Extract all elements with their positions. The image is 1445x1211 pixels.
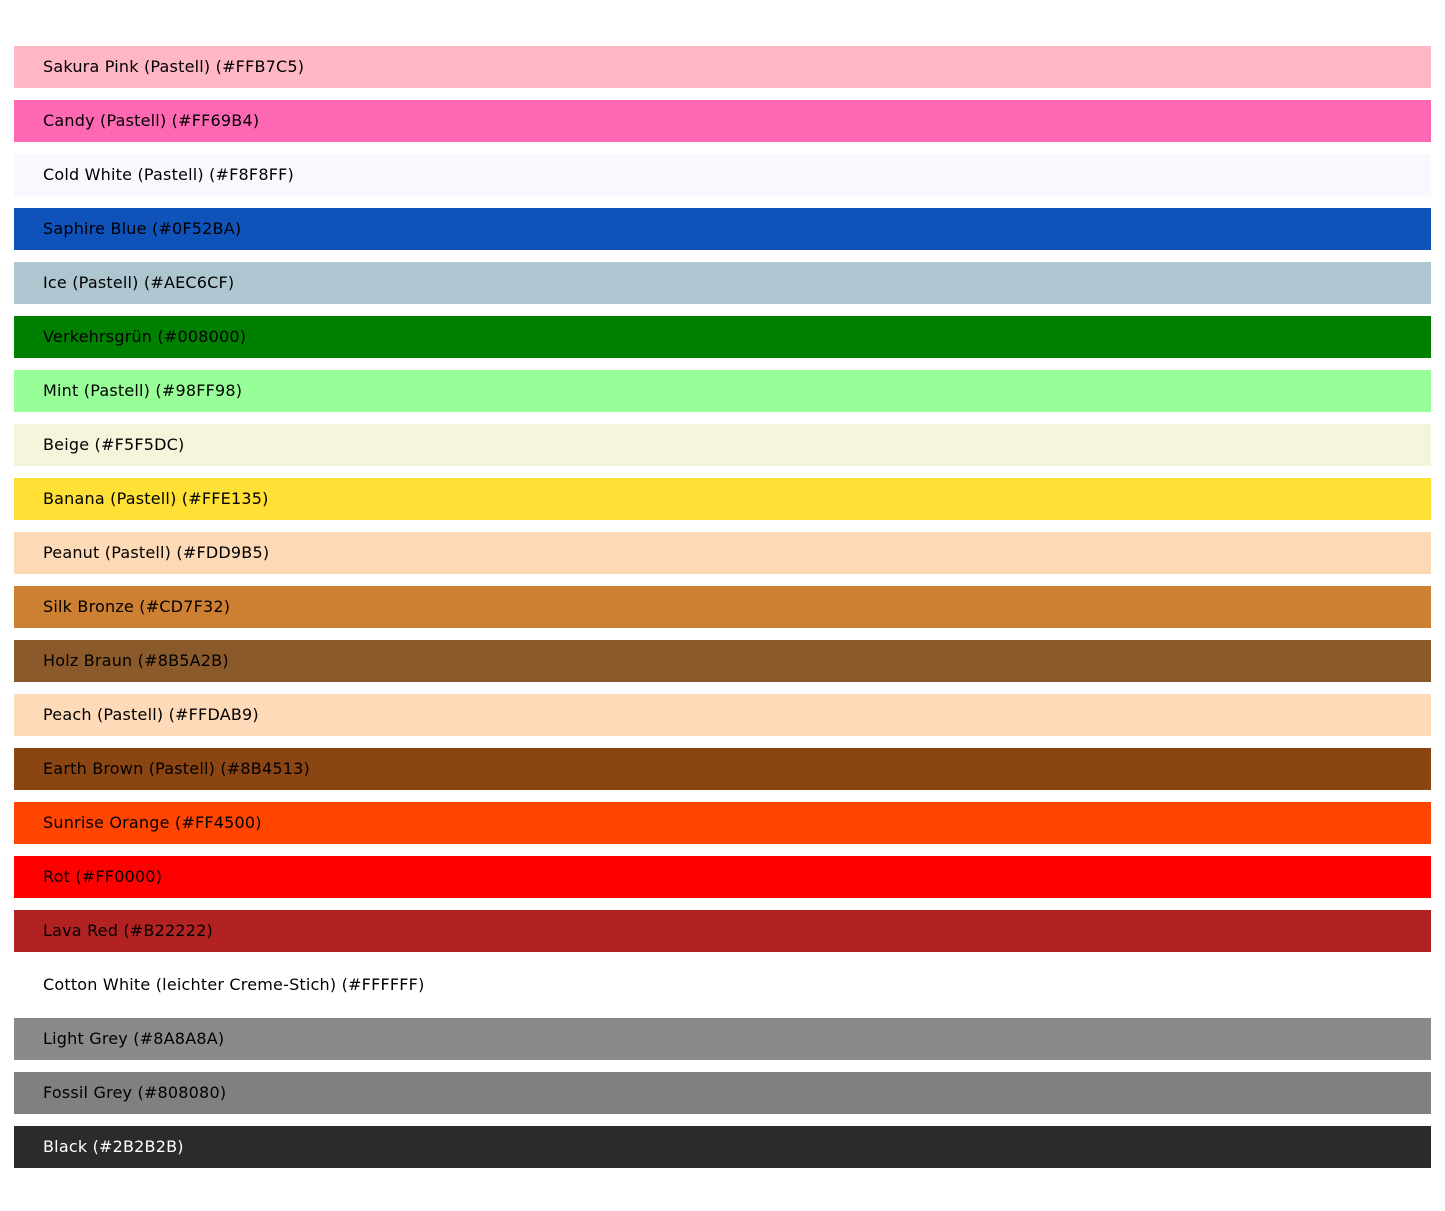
color-swatch-label: Holz Braun (#8B5A2B) (43, 651, 229, 670)
color-swatch-row: Ice (Pastell) (#AEC6CF) (14, 262, 1431, 304)
color-swatch-label: Lava Red (#B22222) (43, 921, 213, 940)
color-swatch-row: Mint (Pastell) (#98FF98) (14, 370, 1431, 412)
color-swatch-row: Cold White (Pastell) (#F8F8FF) (14, 154, 1431, 196)
color-swatch-label: Sakura Pink (Pastell) (#FFB7C5) (43, 57, 305, 76)
color-swatch-row: Fossil Grey (#808080) (14, 1072, 1431, 1114)
color-swatch-row: Light Grey (#8A8A8A) (14, 1018, 1431, 1060)
color-swatch-row: Rot (#FF0000) (14, 856, 1431, 898)
color-swatch-label: Mint (Pastell) (#98FF98) (43, 381, 243, 400)
color-swatch-row: Lava Red (#B22222) (14, 910, 1431, 952)
color-swatch-label: Cotton White (leichter Creme-Stich) (#FF… (43, 975, 425, 994)
color-swatch-row: Peach (Pastell) (#FFDAB9) (14, 694, 1431, 736)
color-swatch-row: Sunrise Orange (#FF4500) (14, 802, 1431, 844)
color-swatch-label: Candy (Pastell) (#FF69B4) (43, 111, 260, 130)
color-swatch-label: Banana (Pastell) (#FFE135) (43, 489, 269, 508)
color-swatch-row: Black (#2B2B2B) (14, 1126, 1431, 1168)
color-swatch-row: Banana (Pastell) (#FFE135) (14, 478, 1431, 520)
color-swatch-label: Saphire Blue (#0F52BA) (43, 219, 242, 238)
color-swatch-row: Saphire Blue (#0F52BA) (14, 208, 1431, 250)
color-swatch-label: Peach (Pastell) (#FFDAB9) (43, 705, 259, 724)
color-swatch-row: Earth Brown (Pastell) (#8B4513) (14, 748, 1431, 790)
color-swatch-label: Sunrise Orange (#FF4500) (43, 813, 262, 832)
color-swatch-label: Beige (#F5F5DC) (43, 435, 185, 454)
color-swatch-label: Rot (#FF0000) (43, 867, 163, 886)
color-palette-list: Sakura Pink (Pastell) (#FFB7C5) Candy (P… (14, 46, 1431, 1168)
color-swatch-label: Fossil Grey (#808080) (43, 1083, 227, 1102)
color-swatch-row: Silk Bronze (#CD7F32) (14, 586, 1431, 628)
color-swatch-label: Cold White (Pastell) (#F8F8FF) (43, 165, 294, 184)
color-swatch-row: Holz Braun (#8B5A2B) (14, 640, 1431, 682)
color-swatch-row: Cotton White (leichter Creme-Stich) (#FF… (14, 964, 1431, 1006)
color-swatch-row: Candy (Pastell) (#FF69B4) (14, 100, 1431, 142)
color-swatch-label: Earth Brown (Pastell) (#8B4513) (43, 759, 310, 778)
color-swatch-label: Black (#2B2B2B) (43, 1137, 184, 1156)
color-swatch-row: Verkehrsgrün (#008000) (14, 316, 1431, 358)
color-swatch-label: Verkehrsgrün (#008000) (43, 327, 247, 346)
color-swatch-row: Beige (#F5F5DC) (14, 424, 1431, 466)
color-swatch-label: Light Grey (#8A8A8A) (43, 1029, 225, 1048)
color-swatch-row: Sakura Pink (Pastell) (#FFB7C5) (14, 46, 1431, 88)
color-swatch-label: Silk Bronze (#CD7F32) (43, 597, 231, 616)
color-swatch-label: Ice (Pastell) (#AEC6CF) (43, 273, 235, 292)
color-swatch-label: Peanut (Pastell) (#FDD9B5) (43, 543, 270, 562)
color-swatch-row: Peanut (Pastell) (#FDD9B5) (14, 532, 1431, 574)
